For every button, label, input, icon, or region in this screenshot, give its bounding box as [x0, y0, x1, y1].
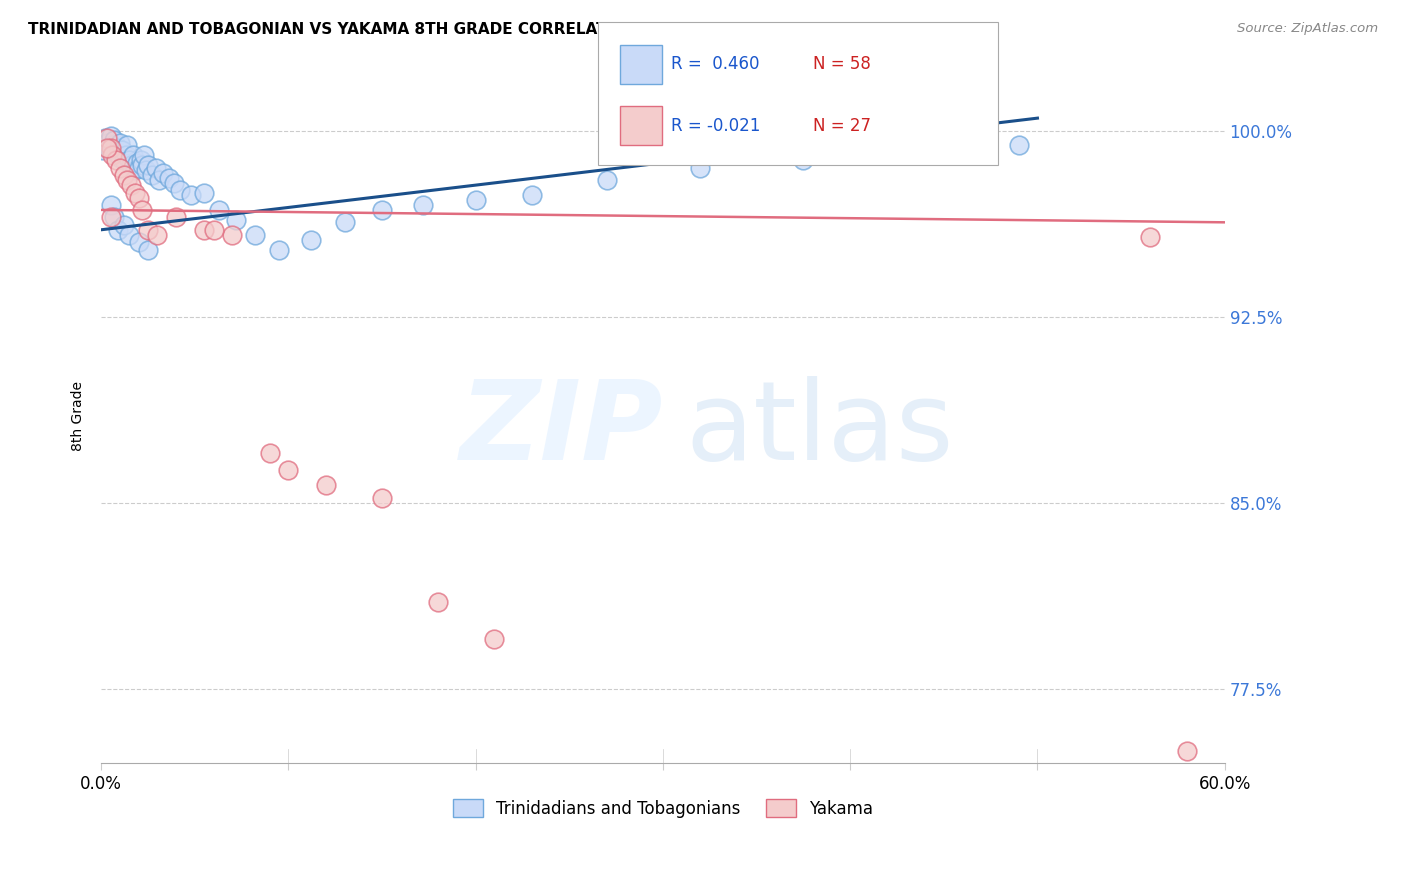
Point [148, 173, 170, 187]
Point [136, 158, 159, 172]
Point [136, 223, 159, 237]
Point [125, 155, 148, 169]
Point [464, 193, 486, 207]
Point [163, 176, 186, 190]
Point [1139, 230, 1161, 244]
Point [105, 145, 128, 160]
Point [371, 202, 394, 217]
Point [427, 595, 450, 609]
Point [118, 227, 141, 242]
Point [122, 148, 145, 162]
Point [100, 198, 122, 212]
Point [596, 173, 619, 187]
Point [243, 227, 266, 242]
Point [101, 138, 124, 153]
Point [117, 138, 139, 153]
Point [208, 202, 231, 217]
Point [1175, 744, 1198, 758]
Point [112, 218, 135, 232]
Point [792, 153, 814, 168]
Point [259, 446, 281, 460]
Point [124, 163, 146, 178]
Point [277, 463, 299, 477]
Point [136, 243, 159, 257]
Point [97, 141, 120, 155]
Point [128, 235, 150, 249]
Point [689, 161, 711, 175]
Point [131, 158, 153, 172]
Point [193, 186, 215, 200]
Point [107, 223, 129, 237]
Point [96, 141, 118, 155]
Point [120, 178, 142, 193]
Point [876, 148, 898, 162]
Point [103, 133, 125, 147]
Point [141, 168, 163, 182]
Point [114, 148, 136, 162]
Point [145, 161, 167, 175]
Text: ZIP: ZIP [460, 376, 664, 483]
Point [165, 211, 187, 225]
Point [180, 188, 202, 202]
Point [952, 144, 974, 158]
Point [100, 128, 122, 143]
Point [120, 158, 142, 172]
Point [112, 168, 135, 182]
Point [152, 166, 174, 180]
Point [107, 141, 129, 155]
Point [484, 632, 506, 646]
Point [128, 190, 150, 204]
Point [299, 233, 322, 247]
Point [124, 186, 146, 200]
Point [169, 183, 191, 197]
Y-axis label: 8th Grade: 8th Grade [72, 381, 86, 450]
Text: TRINIDADIAN AND TOBAGONIAN VS YAKAMA 8TH GRADE CORRELATION CHART: TRINIDADIAN AND TOBAGONIAN VS YAKAMA 8TH… [28, 22, 700, 37]
Point [103, 211, 125, 225]
Point [96, 136, 118, 150]
Point [128, 161, 150, 175]
Point [157, 170, 180, 185]
Text: R = -0.021: R = -0.021 [671, 117, 761, 135]
Point [108, 136, 131, 150]
Point [101, 148, 124, 162]
Text: Source: ZipAtlas.com: Source: ZipAtlas.com [1237, 22, 1378, 36]
Point [134, 148, 156, 162]
Point [146, 227, 169, 242]
Text: R =  0.460: R = 0.460 [671, 55, 759, 73]
Point [1008, 138, 1031, 153]
Point [111, 144, 134, 158]
Point [105, 153, 128, 168]
Point [96, 131, 118, 145]
Point [333, 215, 356, 229]
Point [100, 211, 122, 225]
Point [193, 223, 215, 237]
Point [520, 188, 543, 202]
Text: N = 27: N = 27 [813, 117, 870, 135]
Point [221, 227, 243, 242]
Point [269, 243, 291, 257]
Point [118, 153, 141, 168]
Text: atlas: atlas [686, 376, 953, 483]
Point [91, 144, 114, 158]
Point [202, 223, 225, 237]
Point [108, 161, 131, 175]
Point [94, 131, 117, 145]
Point [112, 153, 135, 168]
Point [129, 153, 152, 168]
Point [371, 491, 394, 505]
Point [108, 151, 131, 165]
Point [225, 212, 247, 227]
Point [412, 198, 434, 212]
Point [135, 163, 157, 178]
Point [100, 141, 122, 155]
Text: N = 58: N = 58 [813, 55, 870, 73]
Point [131, 202, 153, 217]
Point [117, 173, 139, 187]
Legend: Trinidadians and Tobagonians, Yakama: Trinidadians and Tobagonians, Yakama [446, 793, 880, 824]
Point [315, 478, 337, 492]
